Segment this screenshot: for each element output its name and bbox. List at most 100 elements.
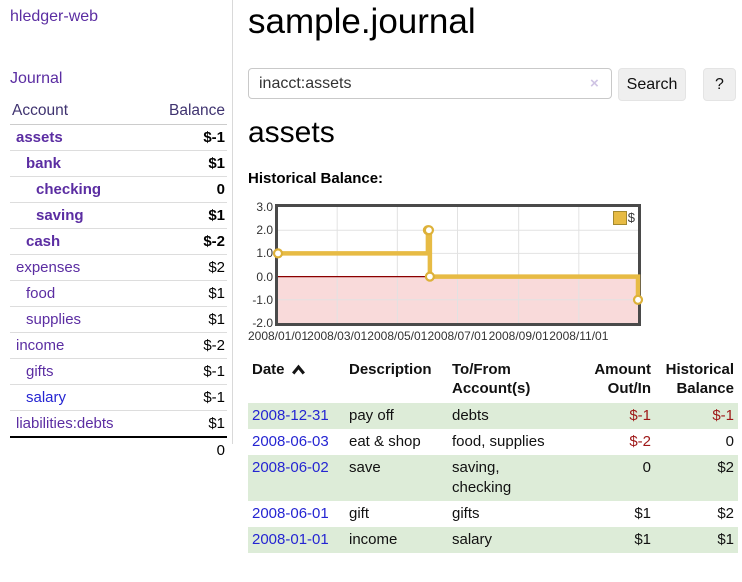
chart-canvas <box>272 207 644 323</box>
account-row: supplies $1 <box>10 306 227 333</box>
sort-ascending-icon <box>291 364 305 374</box>
account-link[interactable]: income <box>16 337 65 354</box>
y-axis-tick-label: 1.0 <box>256 246 273 261</box>
date-column-header[interactable]: Date <box>248 358 345 403</box>
accounts-table-header: Account Balance <box>10 98 227 125</box>
description-cell: pay off <box>349 407 394 424</box>
transaction-date-link[interactable]: 2008-01-01 <box>252 531 329 548</box>
chart-legend: $ <box>612 210 635 225</box>
register-row: 2008-12-31 pay off debts $-1 $-1 <box>248 403 738 429</box>
amount-column-header: Amount Out/In <box>594 361 651 397</box>
account-balance: 0 <box>148 176 227 203</box>
x-axis-tick-label: 2008/05/01 <box>367 329 428 343</box>
balance-cell: $1 <box>717 531 734 548</box>
accounts-cell: debts <box>452 407 489 424</box>
account-link[interactable]: assets <box>16 129 63 146</box>
account-name-cell: supplies <box>10 306 149 333</box>
accounts-column-header: To/From Account(s) <box>452 361 531 397</box>
help-button[interactable]: ? <box>703 68 736 101</box>
account-name-cell: bank <box>10 150 149 177</box>
clear-search-icon[interactable]: × <box>590 75 599 92</box>
x-axis-tick-label: 2008/09/01 <box>488 329 549 343</box>
account-row: liabilities:debts $1 <box>10 410 227 437</box>
accounts-total-spacer <box>10 436 149 463</box>
transaction-date-link[interactable]: 2008-06-01 <box>252 505 329 522</box>
transaction-date-link[interactable]: 2008-12-31 <box>252 407 329 424</box>
register-row: 2008-06-03 eat & shop food, supplies $-2 0 <box>248 429 738 455</box>
transaction-date-link[interactable]: 2008-06-02 <box>252 459 329 476</box>
account-name-cell: gifts <box>10 358 149 385</box>
account-name-cell: assets <box>10 125 148 151</box>
historical-balance-chart: 3.0 2.0 1.0 0.0 -1.0 -2.0 $ 2008/01/01 2008/03… <box>248 198 742 348</box>
amount-cell: 0 <box>642 459 651 476</box>
account-balance: $1 <box>148 306 227 333</box>
balance-cell: 0 <box>725 433 734 450</box>
account-link[interactable]: salary <box>26 389 67 406</box>
account-name-cell: income <box>10 332 149 359</box>
account-row: saving $1 <box>10 202 227 229</box>
date-cell: 2008-01-01 <box>248 527 345 553</box>
date-cell: 2008-06-01 <box>248 501 345 527</box>
register-row: 2008-06-02 save saving, checking 0 $2 <box>248 455 738 501</box>
amount-cell: $1 <box>634 505 651 522</box>
account-column-header[interactable]: Account <box>10 98 149 125</box>
balance-column-header[interactable]: Balance <box>148 98 227 125</box>
page-title: sample.journal <box>248 2 476 41</box>
account-balance: $1 <box>148 150 227 177</box>
account-row: bank $1 <box>10 150 227 177</box>
account-link[interactable]: food <box>26 285 56 302</box>
account-row: cash $-2 <box>10 228 227 255</box>
y-axis-tick-label: 3.0 <box>256 200 273 214</box>
account-link[interactable]: cash <box>26 233 61 250</box>
account-row: gifts $-1 <box>10 358 227 385</box>
description-cell: save <box>349 459 381 476</box>
account-link[interactable]: saving <box>36 207 84 224</box>
account-link[interactable]: supplies <box>26 311 82 328</box>
account-row: food $1 <box>10 280 227 307</box>
account-balance: $-2 <box>148 332 227 359</box>
sidebar: hledger-web Journal Account Balance asse… <box>0 0 233 463</box>
account-row: salary $-1 <box>10 384 227 411</box>
register-row: 2008-01-01 income salary $1 $1 <box>248 527 738 553</box>
description-cell: gift <box>349 505 370 522</box>
balance-cell: $-1 <box>712 407 734 424</box>
search-input[interactable] <box>248 68 612 99</box>
account-balance: $1 <box>148 410 227 437</box>
transaction-date-link[interactable]: 2008-06-03 <box>252 433 329 450</box>
search-button[interactable]: Search <box>618 68 686 101</box>
x-axis-tick-label: 2008/07/01 <box>427 329 488 343</box>
account-link[interactable]: expenses <box>16 259 81 276</box>
x-axis-tick-label: 2008/01/01 <box>247 329 309 343</box>
x-axis-tick-label: 2008/03/01 <box>307 329 368 343</box>
account-name-cell: saving <box>10 202 149 229</box>
legend-swatch-icon <box>612 210 627 225</box>
account-balance: $-1 <box>148 384 227 411</box>
chart-plot-area: $ <box>272 204 644 326</box>
search-bar: × Search ? <box>248 68 742 101</box>
account-link[interactable]: liabilities:debts <box>16 415 114 432</box>
account-heading: assets <box>248 116 335 149</box>
y-axis-tick-label: 2.0 <box>256 223 273 238</box>
description-cell: income <box>349 531 398 548</box>
account-balance: $-1 <box>203 129 225 146</box>
y-axis-tick-label: 0.0 <box>256 269 273 284</box>
description-cell: eat & shop <box>349 433 421 450</box>
register-row: 2008-06-01 gift gifts $1 $2 <box>248 501 738 527</box>
account-link[interactable]: checking <box>36 181 102 198</box>
amount-cell: $1 <box>634 531 651 548</box>
account-name-cell: cash <box>10 228 149 255</box>
y-axis-tick-label: -1.0 <box>252 292 273 307</box>
account-link[interactable]: gifts <box>26 363 54 380</box>
sidebar-item-journal[interactable]: Journal <box>10 70 63 87</box>
account-balance: $1 <box>148 280 227 307</box>
date-cell: 2008-06-03 <box>248 429 345 455</box>
account-name-cell: food <box>10 280 149 307</box>
x-axis-tick-label: 2008/11/01 <box>549 329 609 343</box>
main-content: sample.journal × Search ? assets Histori… <box>248 0 742 582</box>
account-name-cell: checking <box>10 176 149 203</box>
balance-column-header2: Historical Balance <box>665 361 734 397</box>
account-link[interactable]: bank <box>26 155 62 172</box>
app-brand-link[interactable]: hledger-web <box>10 8 99 25</box>
account-balance: $-1 <box>148 358 227 385</box>
accounts-cell: salary <box>452 531 493 548</box>
